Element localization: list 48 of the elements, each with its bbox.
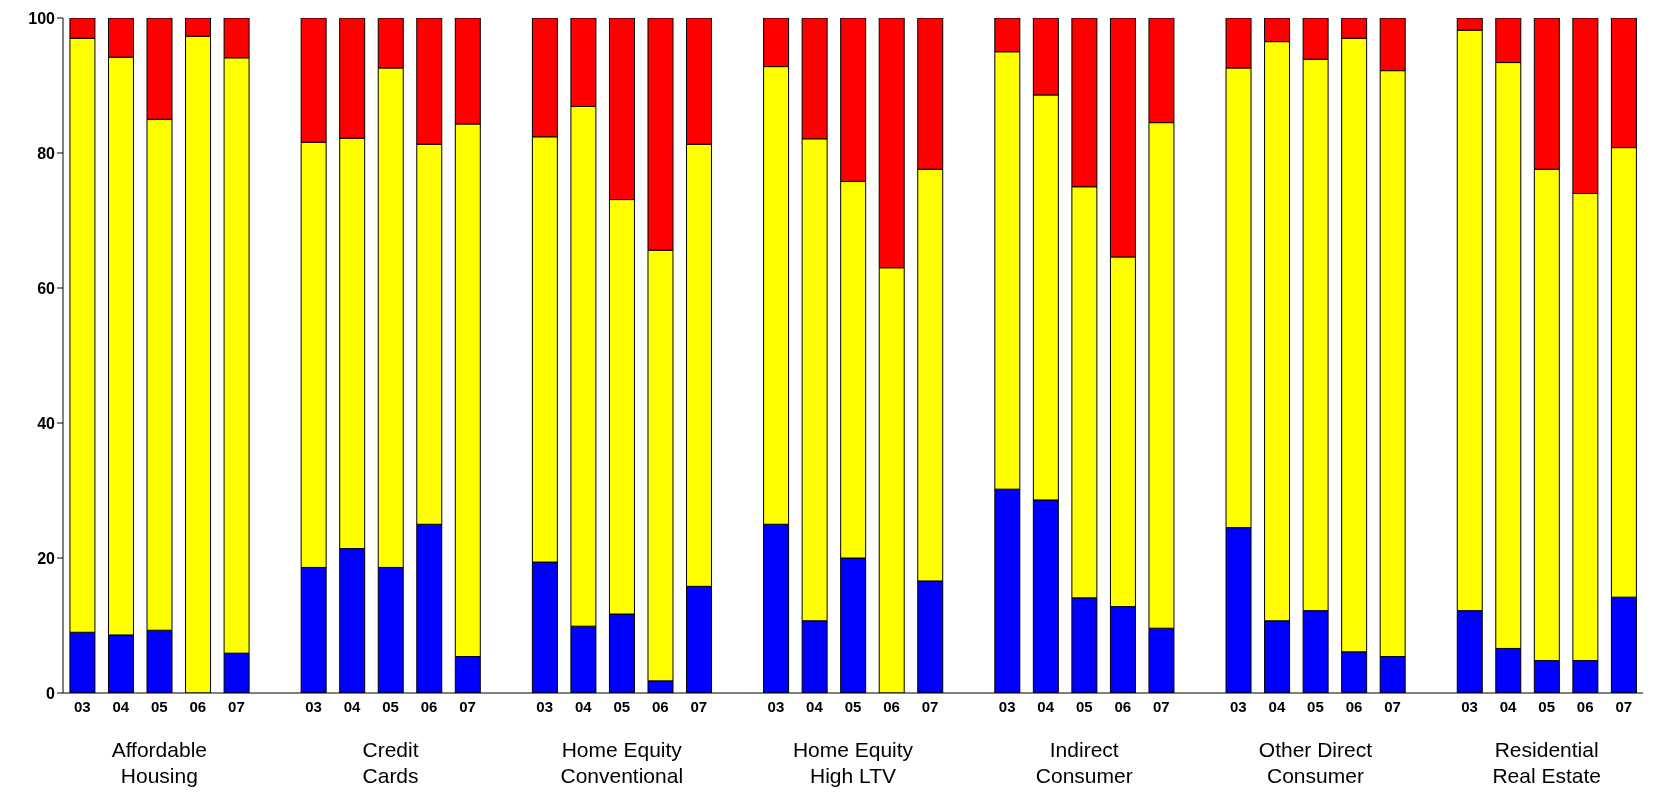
x-tick-label: 03 xyxy=(1461,697,1478,715)
text: Residential Real Estate xyxy=(1491,737,1602,789)
x-tick-label: 07 xyxy=(1384,697,1401,715)
x-tick-label: 04 xyxy=(806,697,824,715)
x-tick-label: 06 xyxy=(883,697,900,715)
x-tick-label: 07 xyxy=(228,697,245,715)
x-tick-label: 06 xyxy=(1114,697,1132,715)
x-tick-label: 04 xyxy=(343,697,362,715)
text: Credit Cards xyxy=(361,737,420,789)
x-tick-label: 05 xyxy=(844,697,862,715)
x-tick-label: 03 xyxy=(998,697,1016,715)
x-tick-label: 05 xyxy=(151,697,168,715)
x-tick-label: 04 xyxy=(1268,697,1286,715)
x-tick-label: 07 xyxy=(459,697,476,715)
y-tick-label: 80 xyxy=(37,144,56,162)
x-tick-label: 05 xyxy=(1075,697,1093,715)
y-tick-label: 0 xyxy=(46,684,56,702)
x-tick-label: 05 xyxy=(1307,697,1324,715)
text: Home Equity High LTV xyxy=(791,737,915,789)
x-tick-label: 06 xyxy=(1345,697,1363,715)
x-tick-label: 03 xyxy=(305,697,322,715)
x-tick-label: 05 xyxy=(613,697,631,715)
text: Other Direct Consumer xyxy=(1257,737,1374,789)
x-tick-label: 03 xyxy=(73,697,91,715)
x-tick-label: 04 xyxy=(1499,697,1518,715)
y-tick-label: 100 xyxy=(28,9,56,27)
x-tick-label: 04 xyxy=(112,697,130,715)
x-tick-label: 03 xyxy=(767,697,785,715)
x-tick-label: 06 xyxy=(1576,697,1594,715)
x-tick-label: 07 xyxy=(1615,697,1633,715)
x-tick-label: 07 xyxy=(1152,697,1170,715)
x-tick-label: 05 xyxy=(1538,697,1555,715)
text: Affordable Housing xyxy=(110,737,208,789)
x-tick-label: 04 xyxy=(574,697,593,715)
x-tick-label: 03 xyxy=(536,697,554,715)
text: Indirect Consumer xyxy=(1034,737,1134,789)
x-tick-label: 07 xyxy=(921,697,939,715)
y-tick-label: 40 xyxy=(37,414,56,432)
y-tick-label: 60 xyxy=(37,279,56,297)
y-tick-label: 20 xyxy=(37,549,56,567)
x-tick-label: 03 xyxy=(1230,697,1247,715)
x-tick-label: 06 xyxy=(651,697,669,715)
text: Home Equity Conventional xyxy=(559,737,685,789)
x-tick-label: 06 xyxy=(420,697,438,715)
x-tick-label: 04 xyxy=(1037,697,1055,715)
x-tick-label: 07 xyxy=(690,697,708,715)
x-tick-label: 06 xyxy=(189,697,207,715)
x-tick-label: 05 xyxy=(382,697,399,715)
